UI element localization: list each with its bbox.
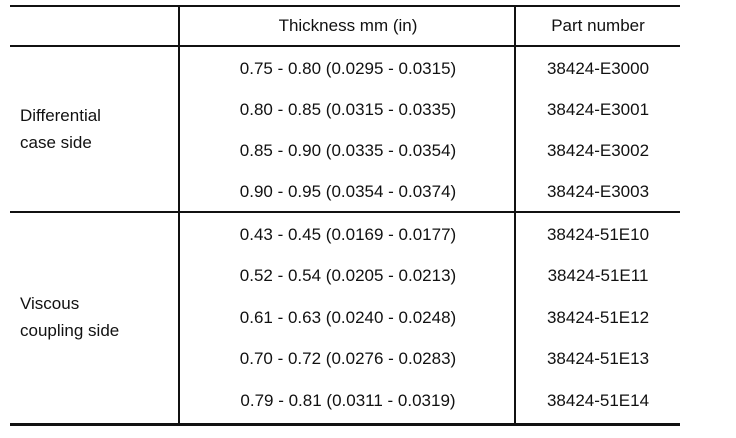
header-part-number: Part number [551,16,645,35]
table-row-part-number: 38424-51E11 [547,266,649,285]
top-rule [10,5,680,7]
bottom-rule [10,423,680,426]
table-row-thickness: 0.85 - 0.90 (0.0335 - 0.0354) [239,141,457,160]
table-row-part-number: 38424-E3003 [546,182,650,201]
column-divider-right [514,5,516,425]
table-row-part-number: 38424-51E13 [546,349,650,368]
table-row-thickness: 0.80 - 0.85 (0.0315 - 0.0335) [239,100,457,119]
group-label-differential-line1: Differential [20,106,101,125]
table-row-thickness: 0.70 - 0.72 (0.0276 - 0.0283) [239,349,457,368]
group-label-viscous-line1: Viscous [20,294,80,313]
table-row-thickness: 0.43 - 0.45 (0.0169 - 0.0177) [239,225,457,244]
table-row-thickness: 0.52 - 0.54 (0.0205 - 0.0213) [239,266,457,285]
table-row-thickness: 0.90 - 0.95 (0.0354 - 0.0374) [239,182,457,201]
header-thickness: Thickness mm (in) [278,16,418,35]
table-row-thickness: 0.79 - 0.81 (0.0311 - 0.0319) [240,391,456,410]
column-divider-left [178,5,180,425]
table-row-part-number: 38424-51E12 [546,308,650,327]
table-row-part-number: 38424-51E10 [546,225,650,244]
table-row-part-number: 38424-51E14 [546,391,650,410]
group-rule [10,211,680,213]
table-row-part-number: 38424-E3002 [546,141,650,160]
table-row-thickness: 0.61 - 0.63 (0.0240 - 0.0248) [239,308,457,327]
table-row-thickness: 0.75 - 0.80 (0.0295 - 0.0315) [239,59,457,78]
group-label-differential-line2: case side [20,133,92,152]
table-row-part-number: 38424-E3001 [546,100,650,119]
table-row-part-number: 38424-E3000 [546,59,650,78]
header-rule [10,45,680,47]
group-label-viscous-line2: coupling side [20,321,120,340]
